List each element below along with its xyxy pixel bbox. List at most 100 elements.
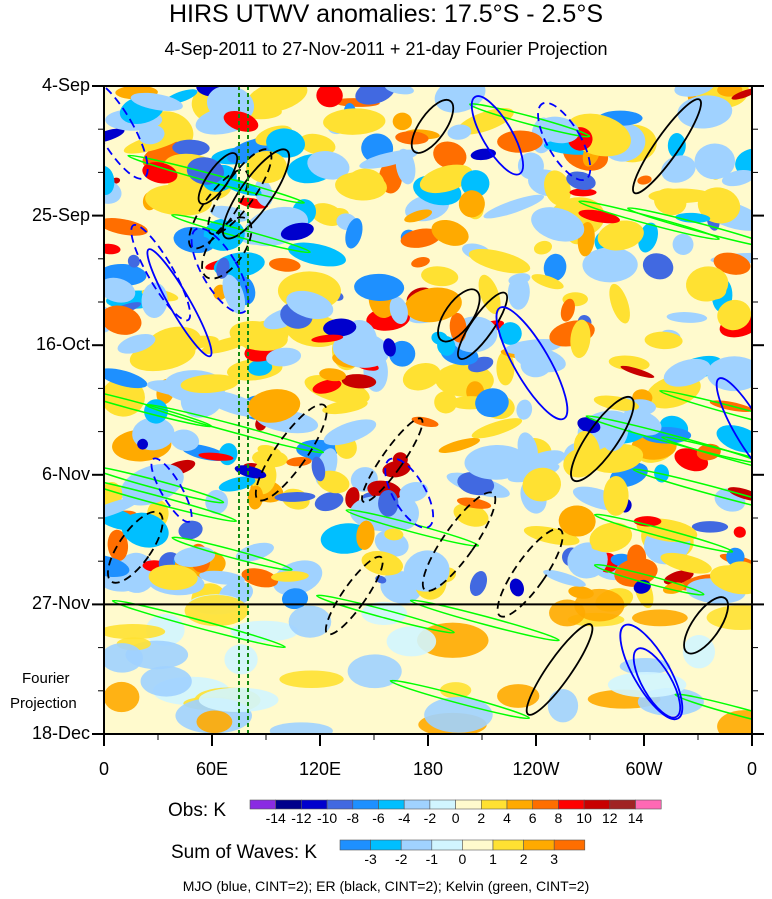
projection-cell <box>607 672 687 698</box>
anomaly-cell <box>383 338 396 357</box>
anomaly-cell <box>323 318 357 337</box>
anomaly-cell <box>590 444 644 473</box>
kelvin-contour <box>585 415 752 464</box>
mjo-contour <box>130 223 192 322</box>
projection-cell <box>104 624 166 640</box>
kelvin-contour <box>345 509 480 547</box>
kelvin-contour <box>469 103 591 138</box>
anomaly-cell <box>531 274 564 290</box>
kelvin-contour <box>111 599 286 649</box>
anomaly-cell <box>543 569 586 587</box>
anomaly-cell <box>434 391 458 414</box>
anomaly-cell <box>475 388 509 418</box>
anomaly-cell <box>355 86 396 105</box>
waves-colorbar-level-label: -3 <box>364 851 377 867</box>
er-contour <box>570 395 635 483</box>
anomaly-cell <box>323 108 386 135</box>
anomaly-cell <box>392 112 412 131</box>
anomaly-cell <box>558 505 596 537</box>
anomaly-cell <box>731 88 752 100</box>
er-contour <box>201 216 253 280</box>
anomaly-cell <box>117 333 156 354</box>
kelvin-contour <box>389 679 531 720</box>
anomaly-cell <box>404 209 433 223</box>
anomaly-cell <box>544 170 571 206</box>
kelvin-contour <box>127 154 305 204</box>
obs-colorbar-level-label: 4 <box>503 810 511 826</box>
anomaly-cell <box>389 296 408 325</box>
anomaly-cell <box>531 207 585 242</box>
projection-cell <box>104 681 140 713</box>
anomaly-cell <box>172 139 210 157</box>
anomaly-cell <box>660 552 712 574</box>
anomaly-cell <box>464 444 529 480</box>
anomaly-cell <box>672 233 694 255</box>
anomaly-cell <box>322 399 368 415</box>
projection-cell <box>140 666 192 697</box>
waves-colorbar-level-label: 1 <box>489 851 497 867</box>
projection-cell <box>269 722 333 734</box>
anomaly-cell <box>254 179 273 207</box>
anomaly-cell <box>356 520 375 550</box>
anomaly-cell <box>130 92 183 111</box>
waves-colorbar-level-label: 2 <box>519 851 528 867</box>
anomaly-cell <box>573 431 601 469</box>
anomaly-cell <box>299 133 336 156</box>
mjo-contour <box>470 95 524 176</box>
obs-colorbar-swatch <box>249 799 277 810</box>
anomaly-cell <box>694 143 736 180</box>
anomaly-cell <box>637 175 652 185</box>
anomaly-cell <box>469 571 488 597</box>
anomaly-cell <box>354 273 405 301</box>
anomaly-cell <box>449 312 467 343</box>
kelvin-contour <box>104 384 213 428</box>
waves-colorbar-level-label: 0 <box>458 851 467 867</box>
anomaly-cell <box>433 141 467 170</box>
kelvin-contour <box>593 513 734 553</box>
waves-colorbar-swatch <box>492 839 524 851</box>
er-contour <box>683 596 729 655</box>
kelvin-contour <box>632 468 752 518</box>
projection-cell <box>417 622 489 658</box>
obs-colorbar-swatch <box>326 799 354 810</box>
anomaly-cell <box>241 568 279 588</box>
kelvin-contour <box>104 465 225 504</box>
projection-cell <box>347 654 402 689</box>
anomaly-cell <box>609 283 630 324</box>
anomaly-cell <box>508 273 531 285</box>
obs-colorbar-swatch <box>403 799 431 810</box>
y-tick-label: 16-Oct <box>35 334 90 355</box>
anomaly-cell <box>137 438 149 450</box>
anomaly-cell <box>411 257 430 268</box>
waves-colorbar-swatch <box>523 839 555 851</box>
obs-colorbar-swatch <box>583 799 611 810</box>
kelvin-contour <box>659 389 752 441</box>
anomaly-cell <box>663 358 711 387</box>
x-tick-label: 120E <box>298 759 342 779</box>
projection-cell <box>198 687 279 713</box>
anomaly-cell <box>578 209 620 224</box>
anomaly-cell <box>457 108 514 135</box>
projection-label-1: Fourier <box>22 670 70 687</box>
er-contour <box>525 623 594 716</box>
anomaly-cell <box>345 218 363 249</box>
anomaly-cell <box>280 222 314 241</box>
kelvin-contour <box>171 213 311 254</box>
obs-colorbar-swatch <box>558 799 585 810</box>
anomaly-cell <box>497 130 543 153</box>
waves-colorbar-label: Sum of Waves: K <box>171 842 318 863</box>
anomaly-cell <box>458 190 485 218</box>
anomaly-cell <box>127 254 140 268</box>
obs-colorbar-swatch <box>609 799 636 810</box>
anomaly-cell <box>431 219 469 246</box>
anomaly-cell <box>104 128 125 143</box>
anomaly-cell <box>404 287 462 323</box>
anomaly-cell <box>478 274 501 315</box>
anomaly-cell <box>685 266 729 302</box>
waves-colorbar-level-label: -1 <box>425 851 439 867</box>
anomaly-cell <box>707 356 752 392</box>
anomaly-cell <box>104 368 148 389</box>
obs-colorbar-swatch <box>429 799 456 810</box>
